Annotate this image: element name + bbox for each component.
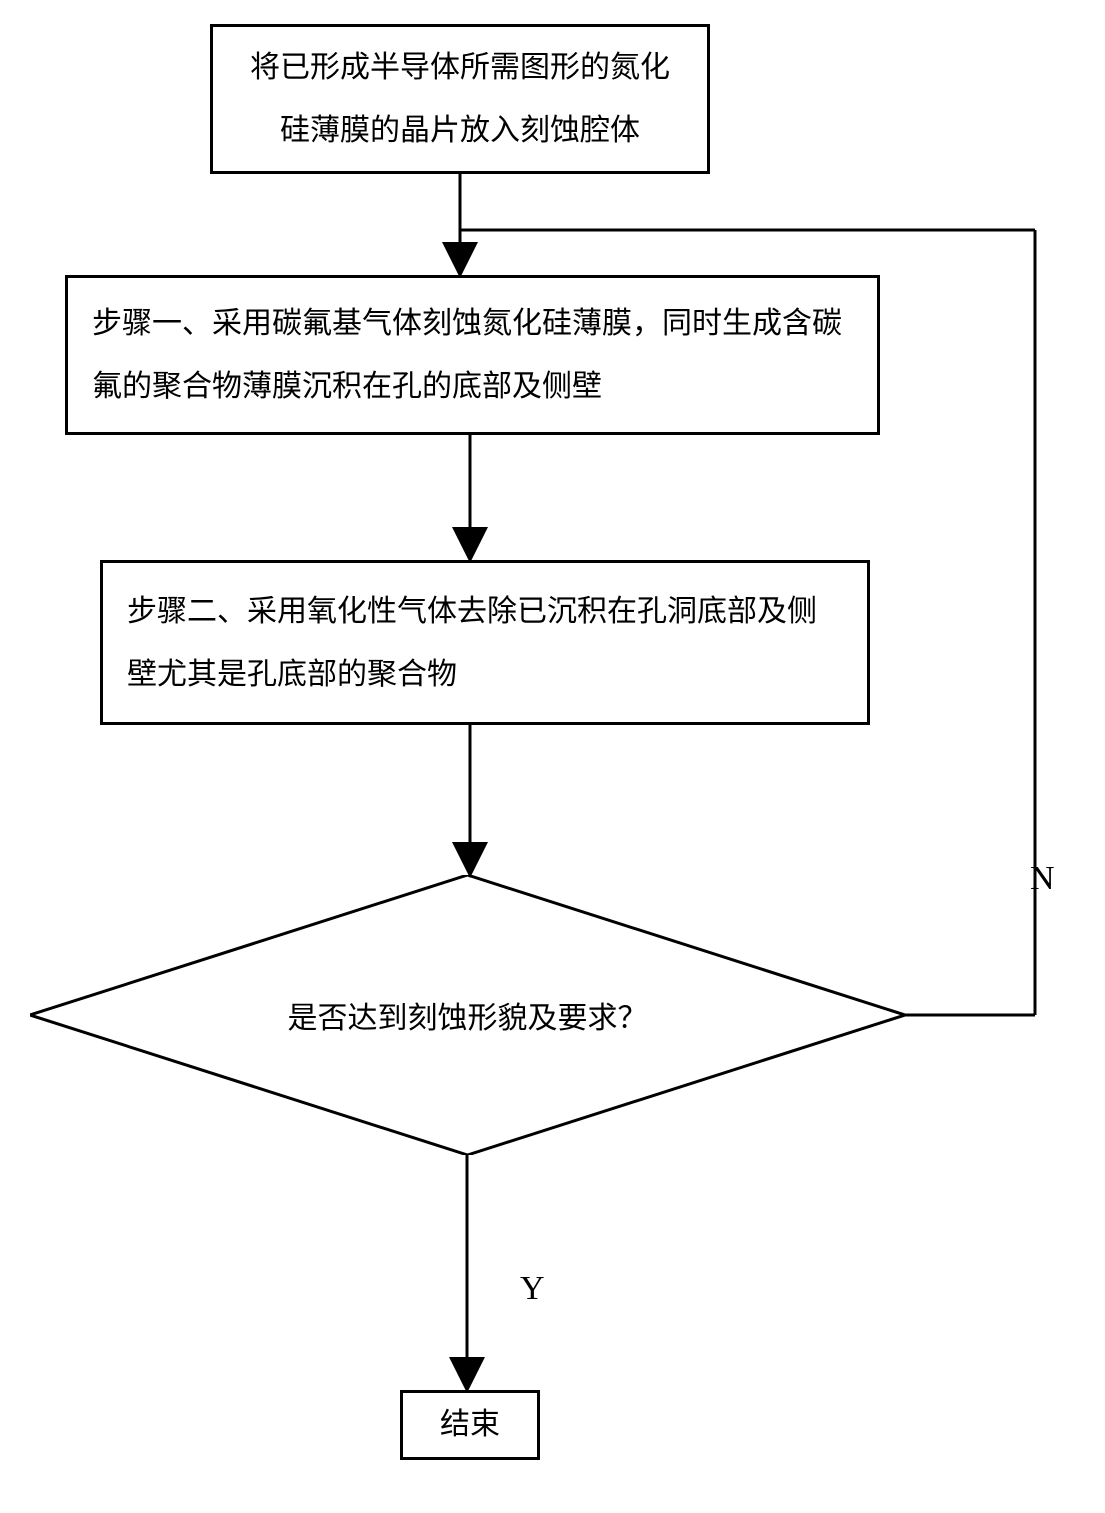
connectors-svg — [0, 0, 1105, 1513]
yes-label: Y — [520, 1270, 545, 1308]
step2-box: 步骤二、采用氧化性气体去除已沉积在孔洞底部及侧壁尤其是孔底部的聚合物 — [100, 560, 870, 725]
start-text: 将已形成半导体所需图形的氮化硅薄膜的晶片放入刻蚀腔体 — [237, 36, 683, 162]
end-text: 结束 — [440, 1407, 500, 1443]
decision-diamond: 是否达到刻蚀形貌及要求？ — [30, 875, 905, 1155]
step1-text: 步骤一、采用碳氟基气体刻蚀氮化硅薄膜，同时生成含碳氟的聚合物薄膜沉积在孔的底部及… — [92, 292, 853, 418]
no-label: N — [1030, 860, 1055, 898]
decision-text: 是否达到刻蚀形貌及要求？ — [30, 875, 905, 1155]
step1-box: 步骤一、采用碳氟基气体刻蚀氮化硅薄膜，同时生成含碳氟的聚合物薄膜沉积在孔的底部及… — [65, 275, 880, 435]
end-box: 结束 — [400, 1390, 540, 1460]
start-box: 将已形成半导体所需图形的氮化硅薄膜的晶片放入刻蚀腔体 — [210, 24, 710, 174]
flowchart-container: 将已形成半导体所需图形的氮化硅薄膜的晶片放入刻蚀腔体 步骤一、采用碳氟基气体刻蚀… — [0, 0, 1105, 1513]
step2-text: 步骤二、采用氧化性气体去除已沉积在孔洞底部及侧壁尤其是孔底部的聚合物 — [127, 580, 843, 706]
